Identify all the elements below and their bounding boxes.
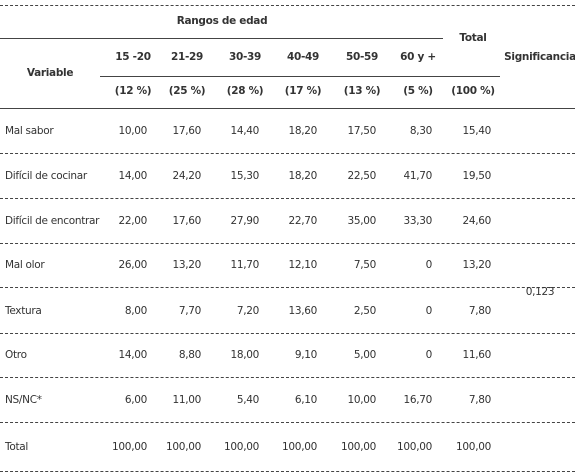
value: 11,70: [230, 259, 259, 271]
value: 9,10: [294, 349, 317, 361]
value: 14,40: [230, 125, 259, 137]
rule: [0, 422, 575, 423]
value: 41,70: [403, 170, 432, 182]
total-value: 11,60: [462, 349, 491, 361]
value: 7,20: [236, 305, 259, 317]
value: 100,00: [397, 441, 432, 453]
value: 18,20: [288, 125, 317, 137]
value: 5,00: [353, 349, 376, 361]
age-share: (12 %): [114, 85, 152, 97]
value: 15,30: [230, 170, 259, 182]
total-value: 15,40: [462, 125, 491, 137]
value: 16,70: [403, 394, 432, 406]
value: 18,00: [230, 349, 259, 361]
total-value: 7,80: [468, 394, 491, 406]
row-label: Difícil de cocinar: [5, 170, 87, 182]
total-header: Total: [459, 32, 487, 44]
value: 11,00: [172, 394, 201, 406]
rule: [0, 471, 575, 472]
row-label: Total: [5, 441, 29, 453]
value: 8,00: [124, 305, 147, 317]
value: 13,60: [288, 305, 317, 317]
significance-header: Significancia: [504, 51, 575, 63]
value: 6,10: [294, 394, 317, 406]
age-label: 40-49: [286, 51, 320, 63]
value: 17,60: [172, 215, 201, 227]
value: 8,30: [409, 125, 432, 137]
total-value: 7,80: [468, 305, 491, 317]
age-label: 15 -20: [115, 51, 151, 63]
age-label: 50-59: [345, 51, 379, 63]
value: 17,50: [347, 125, 376, 137]
value: 8,80: [178, 349, 201, 361]
row-label: Textura: [5, 305, 42, 317]
value: 33,30: [403, 215, 432, 227]
rule: [0, 153, 575, 154]
age-label: 21-29: [170, 51, 204, 63]
value: 22,70: [288, 215, 317, 227]
rule: [0, 108, 575, 109]
value: 27,90: [230, 215, 259, 227]
value: 26,00: [118, 259, 147, 271]
age-share: (17 %): [284, 85, 322, 97]
value: 100,00: [224, 441, 259, 453]
value: 13,20: [172, 259, 201, 271]
value: 5,40: [236, 394, 259, 406]
value: 17,60: [172, 125, 201, 137]
value: 12,10: [288, 259, 317, 271]
rule: [0, 333, 575, 334]
value: 22,50: [347, 170, 376, 182]
value: 35,00: [347, 215, 376, 227]
total-share: (100 %): [451, 85, 495, 97]
row-label: Difícil de encontrar: [5, 215, 100, 227]
significance-value: 0,123: [525, 286, 555, 298]
variable-header: Variable: [26, 67, 74, 79]
value: 0: [425, 349, 433, 361]
value: 7,50: [353, 259, 376, 271]
total-value: 100,00: [456, 441, 491, 453]
value: 22,00: [118, 215, 147, 227]
row-label: Otro: [5, 349, 27, 361]
total-value: 24,60: [462, 215, 491, 227]
value: 2,50: [353, 305, 376, 317]
value: 100,00: [341, 441, 376, 453]
total-value: 19,50: [462, 170, 491, 182]
value: 18,20: [288, 170, 317, 182]
rule: [0, 377, 575, 378]
rule: [0, 38, 443, 39]
rule: [0, 243, 575, 244]
age-share: (25 %): [168, 85, 206, 97]
group-title: Rangos de edad: [176, 15, 268, 27]
age-share: (13 %): [343, 85, 381, 97]
age-label: 60 y +: [400, 51, 436, 63]
value: 0: [425, 305, 433, 317]
value: 100,00: [282, 441, 317, 453]
age-share: (5 %): [403, 85, 433, 97]
row-label: NS/NC*: [5, 394, 42, 406]
value: 6,00: [124, 394, 147, 406]
value: 10,00: [347, 394, 376, 406]
value: 0: [425, 259, 433, 271]
value: 10,00: [118, 125, 147, 137]
age-label: 30-39: [228, 51, 262, 63]
total-value: 13,20: [462, 259, 491, 271]
row-label: Mal sabor: [5, 125, 54, 137]
value: 7,70: [178, 305, 201, 317]
value: 24,20: [172, 170, 201, 182]
rule: [0, 198, 575, 199]
row-label: Mal olor: [5, 259, 45, 271]
value: 14,00: [118, 349, 147, 361]
value: 100,00: [112, 441, 147, 453]
value: 14,00: [118, 170, 147, 182]
age-share: (28 %): [226, 85, 264, 97]
rule: [0, 287, 575, 288]
rule: [0, 5, 575, 6]
value: 100,00: [166, 441, 201, 453]
rule: [100, 76, 500, 77]
